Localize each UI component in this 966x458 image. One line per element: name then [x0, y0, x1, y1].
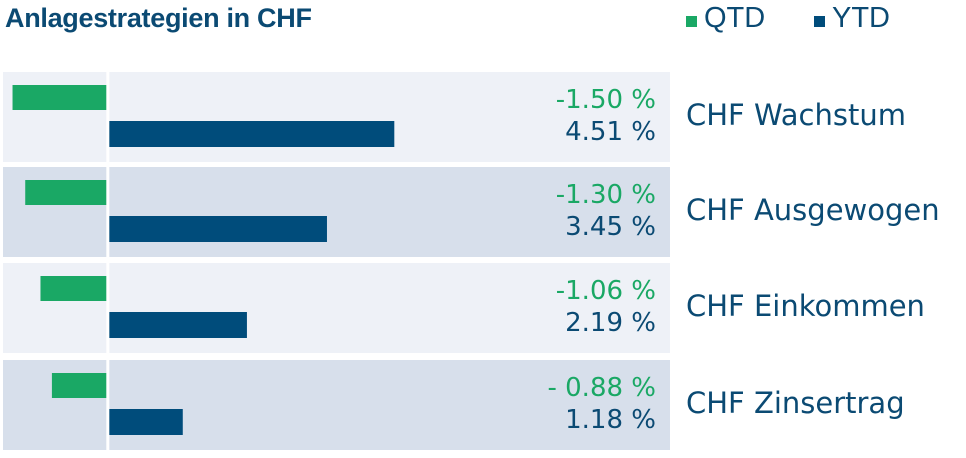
data-label-ytd: 4.51 %: [565, 117, 656, 147]
legend-item-ytd: YTD: [814, 2, 890, 35]
data-label-qtd: - 0.88 %: [547, 373, 656, 403]
bar-ytd: [107, 409, 183, 435]
category-label: CHF Ausgewogen: [686, 193, 940, 227]
category-label: CHF Einkommen: [686, 289, 925, 323]
legend-label-ytd: YTD: [832, 2, 890, 34]
bar-ytd: [107, 121, 395, 147]
data-label-qtd: -1.50 %: [556, 85, 656, 115]
legend-item-qtd: QTD: [686, 2, 765, 35]
legend-swatch-ytd: [814, 16, 825, 27]
chart-title: Anlagestrategien in CHF: [5, 3, 312, 33]
category-label: CHF Wachstum: [686, 98, 906, 132]
bar-qtd: [40, 276, 108, 301]
legend-swatch-qtd: [686, 16, 697, 27]
data-label-qtd: -1.06 %: [556, 276, 656, 306]
category-label: CHF Zinsertrag: [686, 386, 905, 420]
data-label-ytd: 1.18 %: [565, 405, 656, 435]
bar-qtd: [51, 373, 108, 398]
data-label-qtd: -1.30 %: [556, 180, 656, 210]
legend-label-qtd: QTD: [704, 2, 766, 34]
bar-ytd: [107, 312, 247, 338]
data-label-ytd: 2.19 %: [565, 308, 656, 338]
bar-ytd: [107, 216, 327, 242]
bar-qtd: [25, 180, 108, 205]
bar-qtd: [12, 85, 108, 110]
data-label-ytd: 3.45 %: [565, 212, 656, 242]
